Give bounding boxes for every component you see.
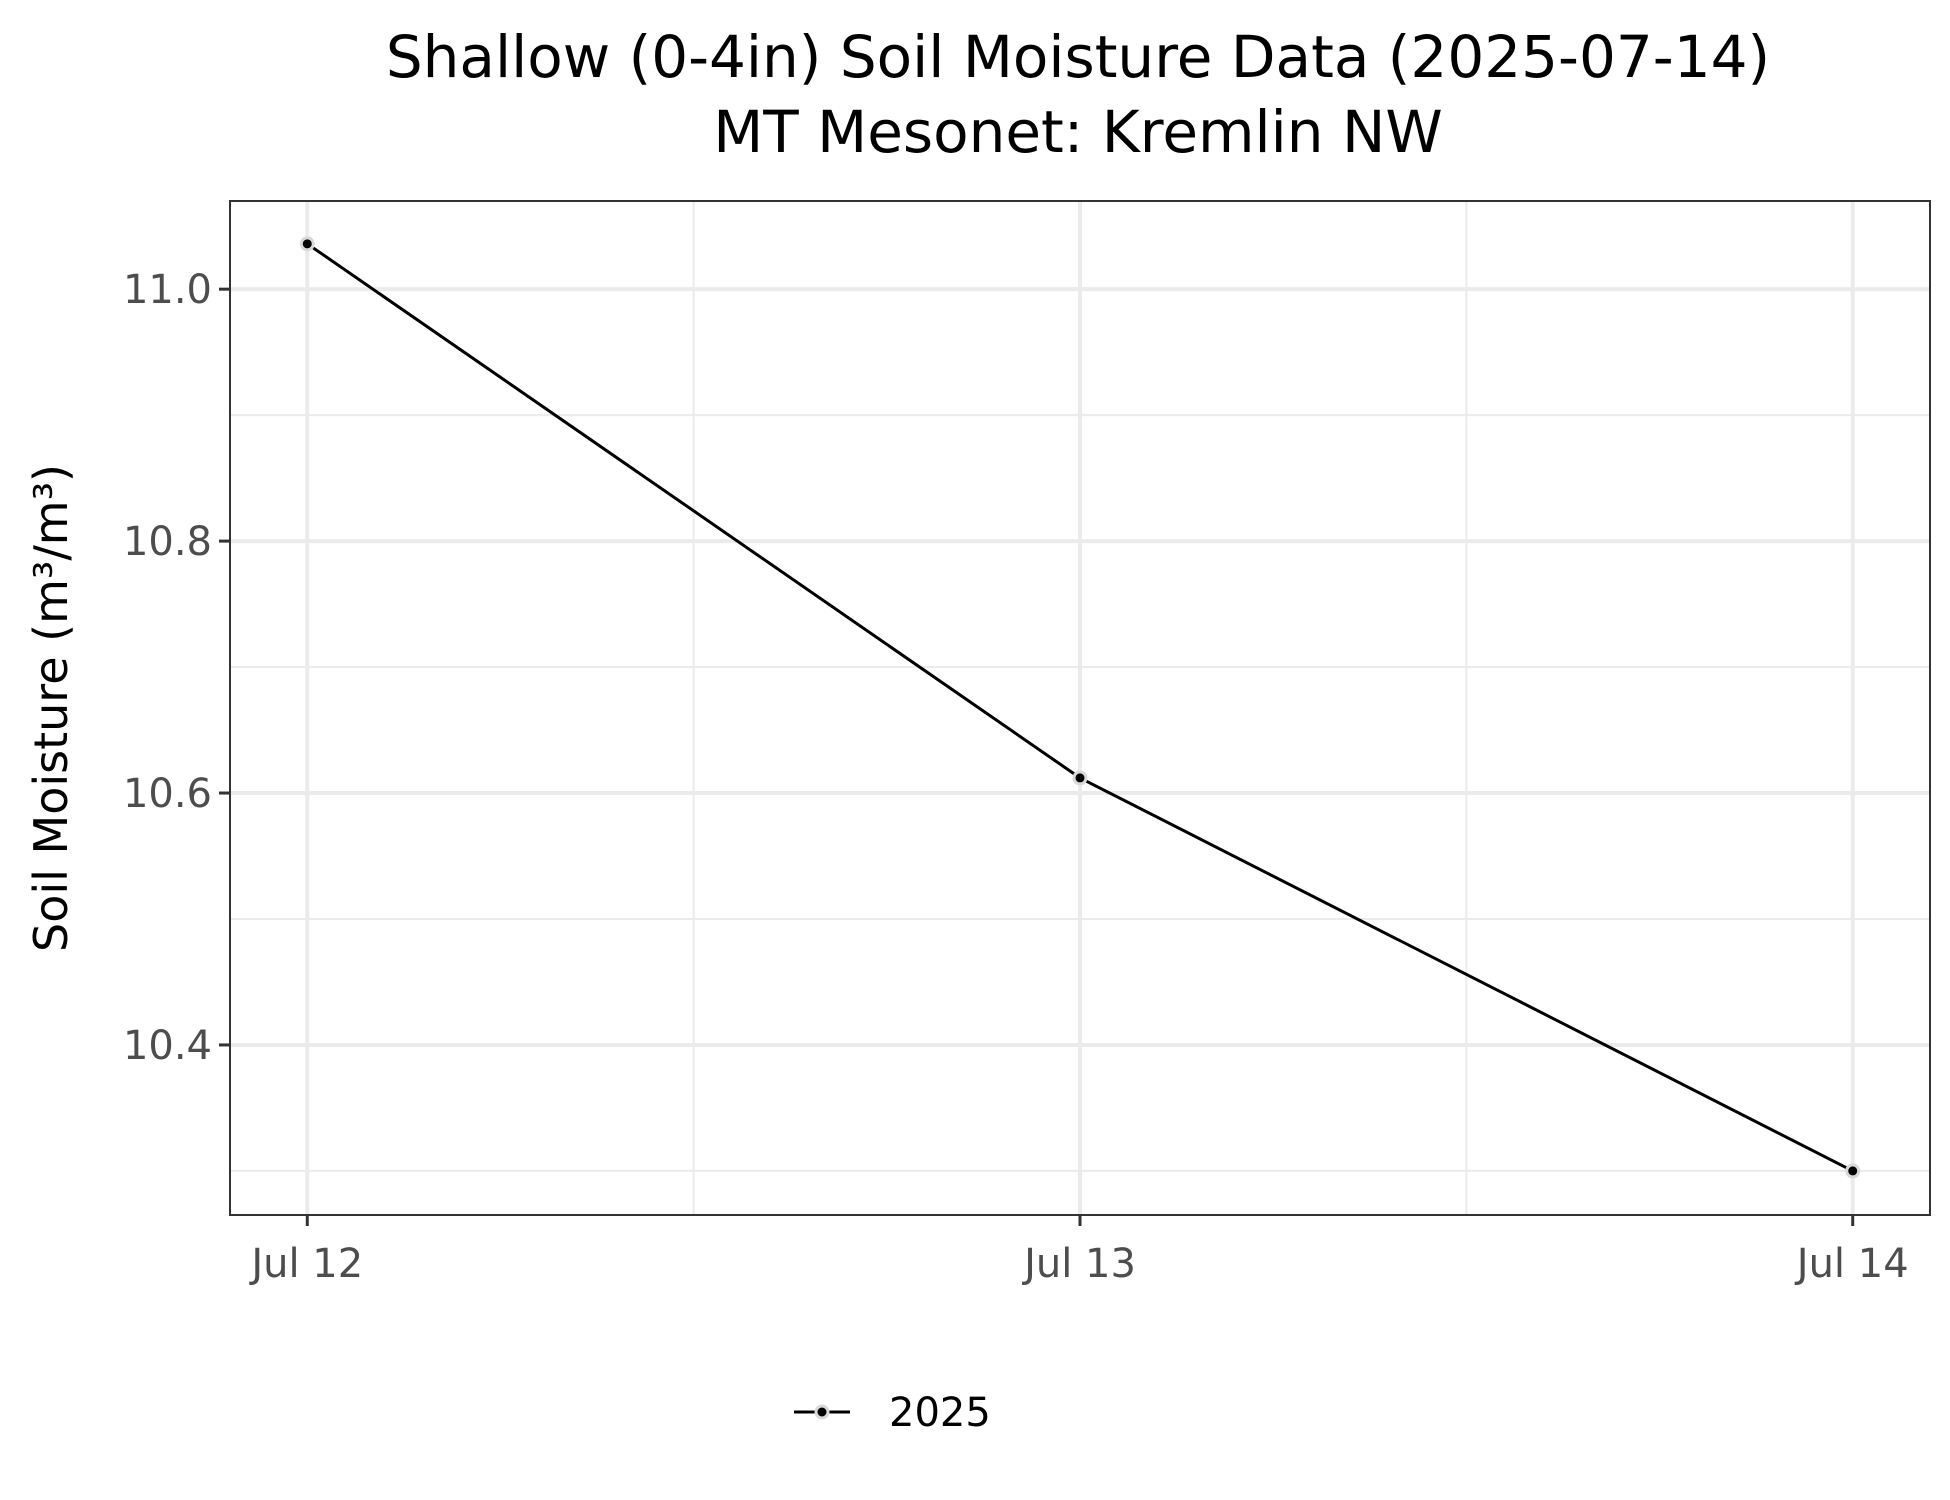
- chart-subtitle: MT Mesonet: Kremlin NW: [713, 98, 1442, 166]
- y-tick-label: 10.8: [123, 519, 212, 565]
- plot-panel: [229, 200, 1931, 1216]
- x-tick-label: Jul 13: [1021, 1241, 1136, 1287]
- legend: 2025: [794, 1390, 991, 1436]
- y-axis-label: Soil Moisture (m³/m³): [24, 464, 78, 952]
- series-layer: [299, 236, 1861, 1179]
- y-tick-label: 10.4: [123, 1023, 212, 1069]
- legend-label-2025: 2025: [889, 1390, 991, 1436]
- data-point: [299, 236, 315, 252]
- x-tick-label: Jul 14: [1794, 1241, 1909, 1287]
- y-tick-label: 10.6: [123, 771, 212, 817]
- legend-key-point: [814, 1404, 830, 1420]
- y-tick-label: 11.0: [123, 267, 212, 313]
- data-point: [1845, 1163, 1861, 1179]
- major-gridlines: [230, 201, 1930, 1215]
- axes: 10.4 10.6 10.8 11.0 Jul 12 Jul 13 Jul 14: [123, 267, 1909, 1287]
- x-tick-label: Jul 12: [248, 1241, 363, 1287]
- chart-title: Shallow (0-4in) Soil Moisture Data (2025…: [386, 23, 1770, 91]
- data-point: [1072, 770, 1088, 786]
